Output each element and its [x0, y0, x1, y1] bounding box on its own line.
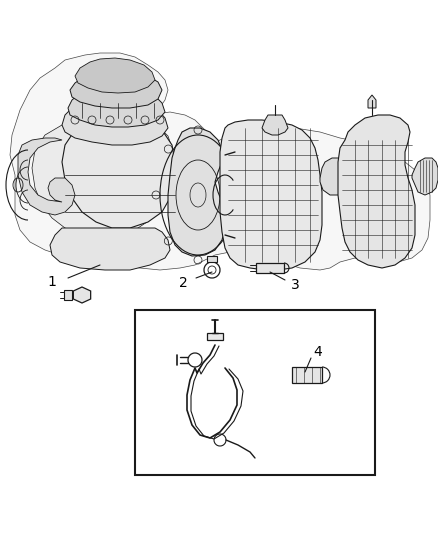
Polygon shape [168, 128, 225, 256]
Polygon shape [10, 53, 430, 270]
Polygon shape [62, 100, 168, 145]
Polygon shape [50, 228, 170, 270]
Polygon shape [75, 58, 155, 93]
Polygon shape [368, 95, 376, 108]
Polygon shape [70, 70, 162, 108]
Bar [135, 310, 375, 475]
Polygon shape [338, 115, 415, 268]
Polygon shape [292, 367, 322, 383]
Polygon shape [18, 138, 75, 215]
Text: 4: 4 [314, 345, 322, 359]
Polygon shape [262, 115, 288, 135]
Polygon shape [207, 333, 223, 340]
Polygon shape [73, 287, 91, 303]
Text: 2: 2 [179, 276, 187, 290]
Polygon shape [64, 290, 72, 300]
Polygon shape [62, 112, 175, 228]
Text: 3: 3 [291, 278, 300, 292]
Polygon shape [220, 120, 322, 270]
Text: 1: 1 [48, 275, 57, 289]
Polygon shape [256, 263, 284, 273]
Polygon shape [412, 158, 438, 195]
Polygon shape [68, 87, 165, 127]
Polygon shape [207, 256, 217, 262]
Polygon shape [320, 158, 348, 195]
Polygon shape [32, 124, 172, 235]
